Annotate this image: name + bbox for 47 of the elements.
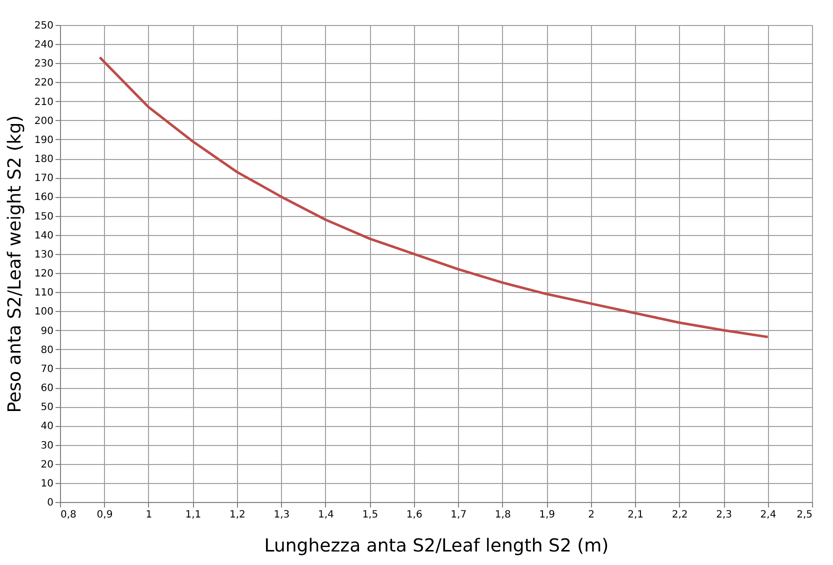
y-axis-title: Peso anta S2/Leaf weight S2 (kg) <box>4 115 26 413</box>
y-tick-label: 210 <box>34 96 54 108</box>
y-tick-label: 150 <box>34 211 54 222</box>
y-tick-label: 190 <box>34 134 54 146</box>
y-tick-label: 0 <box>47 498 54 508</box>
y-tick-label: 60 <box>40 383 54 394</box>
x-tick-label: 2,5 <box>796 510 812 520</box>
x-tick-label: 1,5 <box>362 510 378 520</box>
y-tick-label: 240 <box>34 40 54 51</box>
y-tick-label: 10 <box>40 478 54 490</box>
y-tick-label: 80 <box>40 344 54 356</box>
x-tick-label: 1,2 <box>229 510 246 520</box>
y-tick-label: 170 <box>34 173 54 184</box>
x-tick-label: 2,4 <box>760 510 776 520</box>
y-tick-label: 30 <box>40 440 54 452</box>
line-series <box>98 56 770 338</box>
x-tick-label: 0,8 <box>60 510 76 520</box>
y-tick-label: 220 <box>34 78 54 89</box>
y-tick-label: 250 <box>34 20 54 32</box>
x-tick-label: 1,7 <box>450 510 467 520</box>
x-tick-label: 1,3 <box>274 510 290 520</box>
y-tick-label: 140 <box>34 230 54 242</box>
y-tick-label: 160 <box>34 192 54 204</box>
x-tick-label: 2 <box>588 510 595 520</box>
y-tick-label: 130 <box>34 249 54 260</box>
y-tick-label: 200 <box>34 116 54 127</box>
y-tick-label: 120 <box>34 268 54 280</box>
y-tick-label: 230 <box>34 58 54 70</box>
y-tick-label: 40 <box>40 421 54 432</box>
x-tick-label: 1,6 <box>406 510 422 520</box>
x-tick-label: 1,9 <box>539 510 556 520</box>
x-tick-label: 0,9 <box>96 510 113 520</box>
x-tick-label: 1,1 <box>185 510 202 520</box>
y-tick-label: 90 <box>40 326 54 337</box>
x-tick-label: 1 <box>146 510 152 520</box>
x-tick-label: 2,1 <box>628 510 644 520</box>
x-tick-label: 2,2 <box>672 510 688 520</box>
x-tick-label: 2,3 <box>716 510 732 520</box>
x-axis-title: Lunghezza anta S2/Leaf length S2 (m) <box>264 536 609 556</box>
y-tick-label: 50 <box>40 402 54 414</box>
x-tick-label: 1,4 <box>318 510 334 520</box>
x-tick-label: 1,8 <box>494 510 511 520</box>
y-tick-label: 100 <box>34 306 54 318</box>
y-tick-label: 70 <box>40 364 54 375</box>
y-tick-label: 110 <box>34 288 54 299</box>
y-tick-label: 20 <box>40 459 54 470</box>
y-tick-label: 180 <box>34 154 54 166</box>
